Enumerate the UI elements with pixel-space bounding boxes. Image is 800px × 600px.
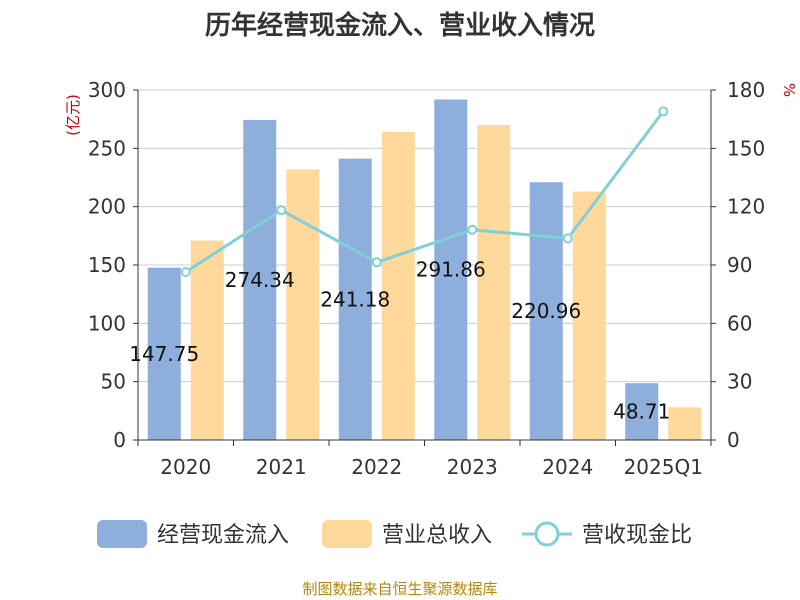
- bar-revenue: [668, 407, 702, 440]
- ratio-point: [467, 224, 478, 235]
- x-tick-label: 2025Q1: [624, 455, 703, 479]
- legend-item: 营收现金比: [522, 521, 692, 548]
- data-label: 274.34: [225, 268, 295, 292]
- bar-cash-inflow: [625, 383, 659, 440]
- y-left-tick-label: 300: [88, 78, 126, 102]
- bar-revenue: [286, 169, 320, 441]
- legend-swatch: [97, 520, 147, 548]
- x-tick-label: 2023: [447, 455, 498, 479]
- legend-item: 营业总收入: [322, 520, 492, 548]
- ratio-point: [658, 106, 669, 117]
- y-left-tick-label: 100: [88, 311, 126, 335]
- x-tick-label: 2021: [256, 455, 307, 479]
- legend-label: 营收现金比: [582, 523, 692, 548]
- y-right-tick-label: 90: [727, 253, 752, 277]
- legend-swatch: [322, 520, 372, 548]
- axes: 0 50 100 150 200 250 300 0 30 60 90 120 150 180 2020 20…: [88, 78, 765, 479]
- ratio-point: [371, 257, 382, 268]
- bar-cash-inflow: [338, 158, 372, 440]
- y-right-tick-label: 120: [727, 195, 765, 219]
- ratio-line: [180, 106, 669, 277]
- bar-revenue: [572, 191, 606, 440]
- y-left-tick-label: 250: [88, 136, 126, 160]
- legend: 经营现金流入 营业总收入 营收现金比: [97, 520, 692, 548]
- ratio-point: [562, 233, 573, 244]
- y-left-tick-label: 200: [88, 195, 126, 219]
- legend-label: 经营现金流入: [157, 523, 289, 548]
- legend-item: 经营现金流入: [97, 520, 289, 548]
- chart-title: 历年经营现金流入、营业收入情况: [205, 10, 595, 41]
- bar-cash-inflow: [243, 119, 277, 440]
- x-tick-label: 2020: [160, 455, 211, 479]
- legend-marker: [534, 521, 560, 547]
- y-left-tick-label: 150: [88, 253, 126, 277]
- data-label: 291.86: [416, 258, 486, 282]
- ratio-line-path: [184, 110, 665, 274]
- data-label: 147.75: [129, 342, 199, 366]
- bar-cash-inflow: [147, 267, 181, 440]
- grid-lines: [138, 89, 711, 383]
- y-right-tick-label: 180: [727, 78, 765, 102]
- y-right-tick-label: 150: [727, 136, 765, 160]
- data-labels: 147.75 274.34 241.18 291.86 220.96 48.71: [129, 258, 670, 424]
- bar-revenue: [190, 240, 224, 440]
- x-tick-label: 2024: [542, 455, 593, 479]
- y-left-tick-label: 50: [101, 370, 126, 394]
- ratio-point: [276, 205, 287, 216]
- x-tick-label: 2022: [351, 455, 402, 479]
- bar-revenue: [477, 125, 511, 440]
- legend-label: 营业总收入: [382, 523, 492, 548]
- bar-revenue: [381, 132, 415, 440]
- y-right-tick-label: 60: [727, 311, 752, 335]
- left-axis-unit: (亿元): [64, 94, 82, 136]
- data-label: 241.18: [320, 287, 390, 311]
- y-left-tick-label: 0: [113, 428, 126, 452]
- ratio-point: [180, 267, 191, 277]
- y-right-tick-label: 30: [727, 370, 752, 394]
- y-right-tick-label: 0: [727, 428, 740, 452]
- source-note: 制图数据来自恒生聚源数据库: [302, 580, 497, 598]
- bars: [147, 99, 702, 441]
- right-axis-unit: %: [780, 83, 798, 97]
- data-label: 48.71: [613, 400, 670, 424]
- bar-cash-inflow: [434, 99, 468, 440]
- data-label: 220.96: [511, 299, 581, 323]
- bar-cash-inflow: [529, 182, 563, 441]
